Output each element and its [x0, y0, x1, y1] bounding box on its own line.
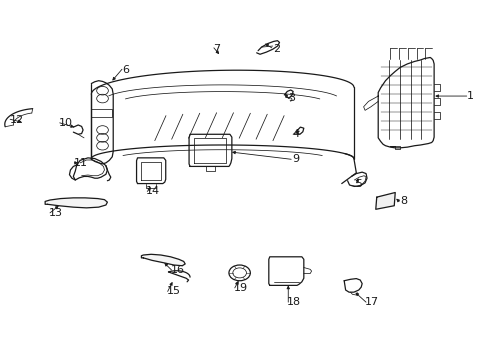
- Text: 11: 11: [73, 158, 87, 168]
- Text: 15: 15: [166, 287, 181, 296]
- Text: 3: 3: [287, 93, 295, 103]
- Text: 5: 5: [355, 179, 362, 189]
- Text: 18: 18: [287, 297, 301, 307]
- Text: 6: 6: [122, 65, 129, 75]
- Text: 14: 14: [146, 186, 160, 197]
- Text: 4: 4: [291, 129, 299, 139]
- Text: 16: 16: [170, 265, 184, 275]
- Text: 7: 7: [212, 44, 220, 54]
- Polygon shape: [45, 198, 107, 208]
- Text: 17: 17: [365, 297, 378, 307]
- Text: 13: 13: [49, 208, 63, 218]
- Text: 8: 8: [399, 197, 407, 206]
- Text: 10: 10: [59, 118, 73, 128]
- Polygon shape: [375, 193, 394, 209]
- Text: 12: 12: [10, 115, 24, 125]
- Text: 19: 19: [233, 283, 247, 293]
- Text: 1: 1: [466, 91, 473, 101]
- Text: 2: 2: [272, 44, 279, 54]
- Polygon shape: [141, 254, 185, 266]
- Text: 9: 9: [291, 154, 299, 164]
